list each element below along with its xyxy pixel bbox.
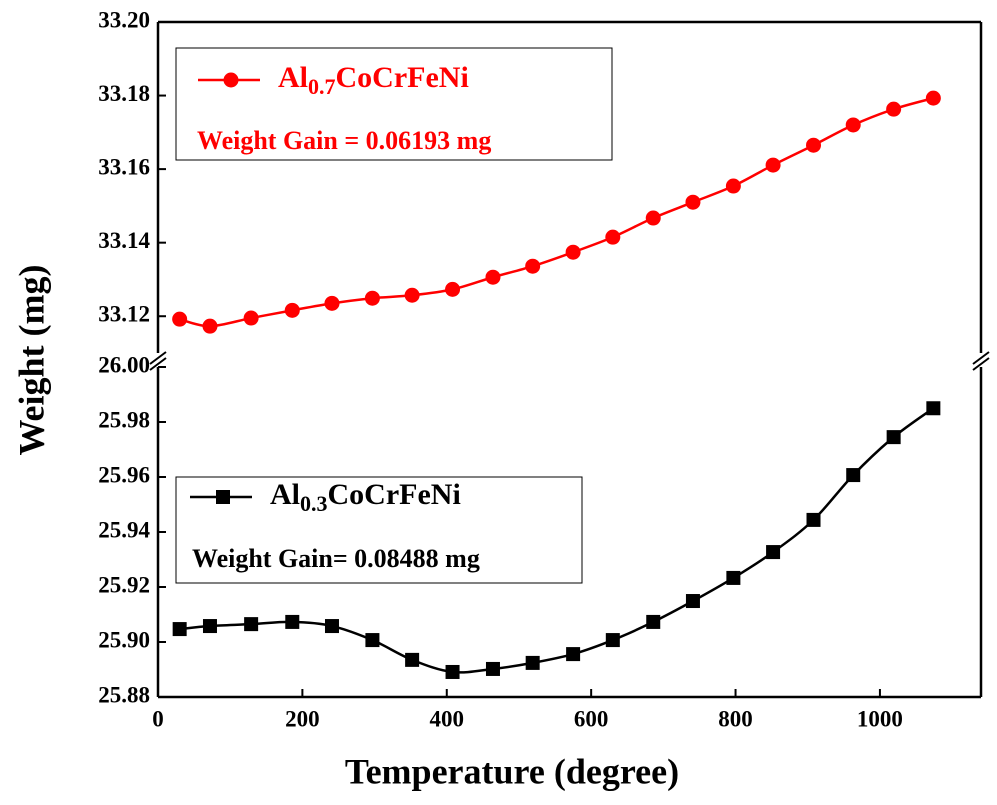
marker — [766, 545, 781, 560]
y-tick-label: 33.20 — [98, 7, 150, 32]
x-tick-label: 1000 — [857, 706, 903, 731]
marker — [404, 287, 420, 303]
y-tick-label: 33.18 — [98, 81, 150, 106]
legend-box — [175, 476, 583, 584]
marker — [685, 594, 700, 609]
legend-marker — [223, 72, 239, 88]
y-tick-label: 25.98 — [98, 407, 150, 432]
marker — [485, 269, 501, 285]
y-tick-label: 25.94 — [98, 517, 150, 542]
marker — [445, 664, 460, 679]
marker — [445, 281, 461, 297]
y-tick-label: 25.92 — [98, 572, 150, 597]
x-tick-label: 200 — [285, 706, 320, 731]
x-tick-label: 800 — [718, 706, 753, 731]
marker — [285, 614, 300, 629]
x-axis-title: Temperature (degree) — [345, 751, 679, 791]
marker — [525, 655, 540, 670]
marker — [886, 101, 902, 117]
legend-label: Al0.3CoCrFeNi — [270, 478, 461, 516]
marker — [845, 117, 861, 133]
marker — [605, 229, 621, 245]
marker — [646, 614, 661, 629]
y-tick-label: 33.12 — [98, 302, 150, 327]
marker — [806, 137, 822, 153]
marker — [525, 258, 541, 274]
legend-marker — [216, 490, 230, 504]
marker — [846, 468, 861, 483]
marker — [202, 318, 218, 334]
marker — [926, 401, 941, 416]
y-tick-label: 33.14 — [98, 228, 150, 253]
y-tick-label: 25.88 — [98, 682, 150, 707]
marker — [725, 178, 741, 194]
x-tick-label: 400 — [430, 706, 465, 731]
marker — [324, 619, 339, 634]
marker — [806, 512, 821, 527]
marker — [202, 619, 217, 634]
marker — [726, 570, 741, 585]
y-tick-label: 25.90 — [98, 627, 150, 652]
marker — [172, 622, 187, 637]
marker — [765, 157, 781, 173]
marker — [405, 652, 420, 667]
marker — [485, 661, 500, 676]
marker — [566, 647, 581, 662]
marker — [284, 302, 300, 318]
marker — [364, 290, 380, 306]
y-tick-label: 26.00 — [98, 352, 150, 377]
marker — [886, 430, 901, 445]
marker — [324, 295, 340, 311]
x-tick-label: 0 — [152, 706, 164, 731]
marker — [605, 633, 620, 648]
marker — [925, 90, 941, 106]
marker — [365, 633, 380, 648]
y-axis-title: Weight (mg) — [11, 265, 51, 456]
marker — [685, 194, 701, 210]
marker — [243, 310, 259, 326]
marker — [645, 210, 661, 226]
annotation: Weight Gain = 0.06193 mg — [197, 126, 491, 155]
legend-label: Al0.7CoCrFeNi — [278, 61, 469, 99]
marker — [244, 617, 259, 632]
y-tick-label: 25.96 — [98, 462, 150, 487]
marker — [565, 244, 581, 260]
annotation: Weight Gain= 0.08488 mg — [192, 544, 480, 573]
marker — [172, 311, 188, 327]
x-tick-label: 600 — [574, 706, 609, 731]
legend-box — [175, 47, 613, 161]
y-tick-label: 33.16 — [98, 154, 150, 179]
